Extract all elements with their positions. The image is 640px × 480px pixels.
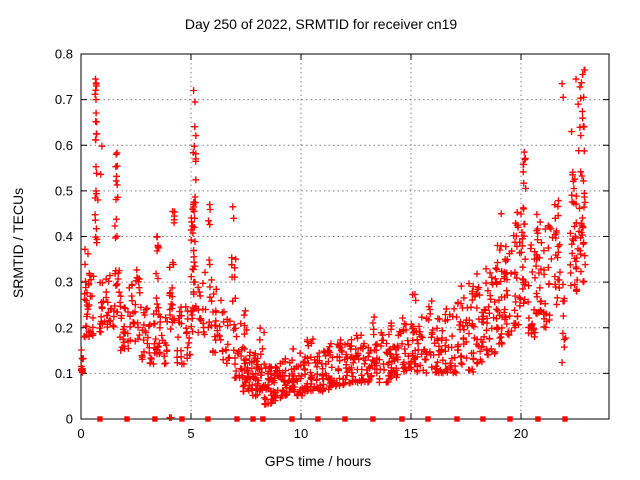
y-axis-label: SRMTID / TECUs [10, 188, 26, 298]
y-tick-label: 0.1 [55, 366, 73, 381]
x-axis-label: GPS time / hours [265, 453, 372, 469]
baseline-square-marker [205, 416, 211, 422]
scatter-plus-markers [77, 66, 589, 421]
chart-title: Day 250 of 2022, SRMTID for receiver cn1… [185, 16, 458, 32]
x-tick-label: 20 [514, 426, 528, 441]
baseline-square-marker [250, 416, 256, 422]
y-tick-label: 0.2 [55, 320, 73, 335]
baseline-square-marker [342, 416, 348, 422]
y-tick-label: 0.7 [55, 92, 73, 107]
y-tick-label: 0.8 [55, 47, 73, 62]
baseline-square-marker [454, 416, 460, 422]
y-tick-label: 0.3 [55, 275, 73, 290]
x-tick-label: 10 [294, 426, 308, 441]
baseline-square-marker [260, 416, 266, 422]
y-tick-label: 0.6 [55, 138, 73, 153]
x-tick-label: 5 [187, 426, 194, 441]
baseline-square-marker [315, 416, 321, 422]
baseline-square-marker [97, 416, 103, 422]
baseline-square-marker [562, 416, 568, 422]
baseline-square-marker [535, 416, 541, 422]
baseline-square-marker [480, 416, 486, 422]
baseline-square-marker [399, 416, 405, 422]
baseline-square-marker [370, 416, 376, 422]
baseline-square-marker [234, 416, 240, 422]
baseline-square-marker [152, 416, 158, 422]
baseline-square-marker [507, 416, 513, 422]
plot-area: 0 5 10 15 20 0 0.1 0.2 0.3 0.4 0.5 0.6 0.7 0.8 [55, 47, 610, 441]
y-tick-label: 0 [66, 412, 73, 427]
x-tick-label: 15 [404, 426, 418, 441]
baseline-square-marker [179, 416, 185, 422]
baseline-square-marker [124, 416, 130, 422]
baseline-square-marker [425, 416, 431, 422]
y-tick-label: 0.4 [55, 229, 73, 244]
y-tick-label: 0.5 [55, 183, 73, 198]
baseline-square-marker [289, 416, 295, 422]
x-tick-label: 0 [77, 426, 84, 441]
